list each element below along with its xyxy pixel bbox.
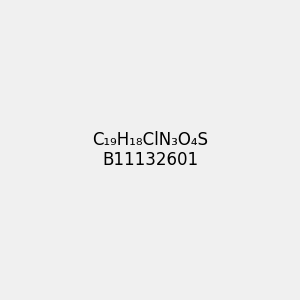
Text: C₁₉H₁₈ClN₃O₄S
B11132601: C₁₉H₁₈ClN₃O₄S B11132601 [92, 130, 208, 170]
